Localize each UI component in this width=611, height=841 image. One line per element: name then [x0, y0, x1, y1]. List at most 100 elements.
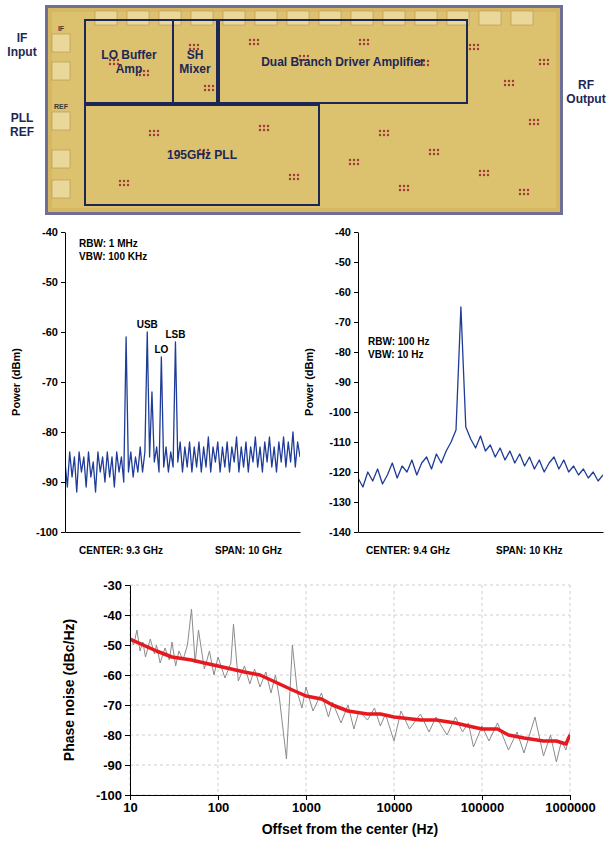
- die-via: [504, 80, 506, 82]
- die-via: [529, 123, 531, 125]
- y-tick: -50: [42, 276, 65, 288]
- die-via: [153, 130, 155, 132]
- grid-line: [394, 585, 395, 795]
- series-line: [65, 332, 300, 492]
- die-via: [297, 178, 299, 180]
- block-outline: [173, 20, 217, 103]
- y-tick-label: -40: [42, 226, 58, 238]
- die-pad: [191, 11, 213, 25]
- die-via: [147, 74, 149, 76]
- die-via: [433, 149, 435, 151]
- die-via: [399, 189, 401, 191]
- x-tick: 1000: [292, 795, 321, 815]
- grid-line: [218, 585, 219, 795]
- die-via: [543, 63, 545, 65]
- port-label: IFInput: [7, 31, 36, 59]
- grid-line: [130, 795, 570, 796]
- die-via: [487, 170, 489, 172]
- die-pad: [255, 11, 277, 25]
- y-tick: -120: [329, 466, 358, 478]
- die-via: [483, 174, 485, 176]
- y-tick-mark: [61, 482, 65, 483]
- die-pad: [52, 112, 70, 130]
- die-pad: [52, 180, 70, 198]
- die-via: [153, 134, 155, 136]
- die-via: [539, 59, 541, 61]
- die-via: [289, 174, 291, 176]
- y-tick-label: -30: [103, 578, 122, 593]
- die-pad: [52, 150, 70, 168]
- die-via: [208, 85, 210, 87]
- block-outline: [219, 20, 467, 103]
- die-via: [147, 70, 149, 72]
- die-via: [257, 43, 259, 45]
- y-tick-mark: [354, 472, 358, 473]
- y-tick: -90: [335, 376, 358, 388]
- grid-line: [130, 675, 570, 676]
- die-via: [427, 64, 429, 66]
- die-via: [123, 184, 125, 186]
- die-via: [253, 43, 255, 45]
- die-via: [349, 159, 351, 161]
- y-tick-label: -80: [103, 728, 122, 743]
- grid-line: [130, 585, 570, 586]
- y-tick: -40: [335, 226, 358, 238]
- pad-label: REF: [54, 103, 69, 110]
- x-axis-line: [131, 795, 571, 796]
- x-axis-line: [66, 532, 301, 533]
- block-outline: [85, 20, 173, 103]
- die-via: [487, 174, 489, 176]
- y-tick-label: -90: [42, 476, 58, 488]
- grid-line: [482, 585, 483, 795]
- block-label: SHMixer: [179, 48, 211, 76]
- y-tick-mark: [354, 292, 358, 293]
- die-via: [353, 163, 355, 165]
- y-tick: -90: [42, 476, 65, 488]
- die-via: [253, 39, 255, 41]
- die-via: [429, 149, 431, 151]
- die-via: [537, 119, 539, 121]
- y-tick-label: -140: [329, 526, 351, 538]
- y-axis: -100-90-80-70-60-50-40: [36, 226, 66, 538]
- x-tick-label: 100: [208, 800, 230, 815]
- die-via: [349, 163, 351, 165]
- y-tick-label: -100: [36, 526, 58, 538]
- y-tick-label: -60: [103, 668, 122, 683]
- die-via: [399, 185, 401, 187]
- die-pad: [511, 11, 533, 25]
- y-tick-mark: [354, 322, 358, 323]
- y-axis: -100-90-80-70-60-50-40-30: [96, 578, 131, 803]
- die-via: [477, 44, 479, 46]
- die-via: [149, 130, 151, 132]
- y-tick-label: -130: [329, 496, 351, 508]
- die-via: [127, 180, 129, 182]
- die-via: [259, 125, 261, 127]
- die-via: [527, 189, 529, 191]
- die-via: [353, 159, 355, 161]
- y-tick-label: -70: [42, 376, 58, 388]
- x-axis: 101001000100001000001000000: [123, 795, 596, 815]
- die-via: [483, 170, 485, 172]
- die-pad: [447, 11, 469, 25]
- y-tick-label: -80: [335, 346, 351, 358]
- y-tick: -50: [103, 638, 130, 653]
- grid-line: [130, 705, 570, 706]
- die-via: [263, 129, 265, 131]
- die-via: [533, 123, 535, 125]
- die-via: [383, 130, 385, 132]
- die-via: [539, 63, 541, 65]
- die-via: [403, 189, 405, 191]
- y-tick-label: -50: [42, 276, 58, 288]
- x-tick: 10: [123, 795, 137, 815]
- die-pad: [127, 11, 149, 25]
- y-tick-mark: [354, 232, 358, 233]
- die-via: [119, 180, 121, 182]
- port-label-line: REF: [10, 125, 34, 139]
- grid-line: [130, 585, 131, 795]
- die-via: [204, 85, 206, 87]
- y-tick-label: -70: [103, 698, 122, 713]
- die-via: [249, 39, 251, 41]
- y-tick-label: -50: [335, 256, 351, 268]
- y-tick-mark: [61, 382, 65, 383]
- grid-line: [130, 735, 570, 736]
